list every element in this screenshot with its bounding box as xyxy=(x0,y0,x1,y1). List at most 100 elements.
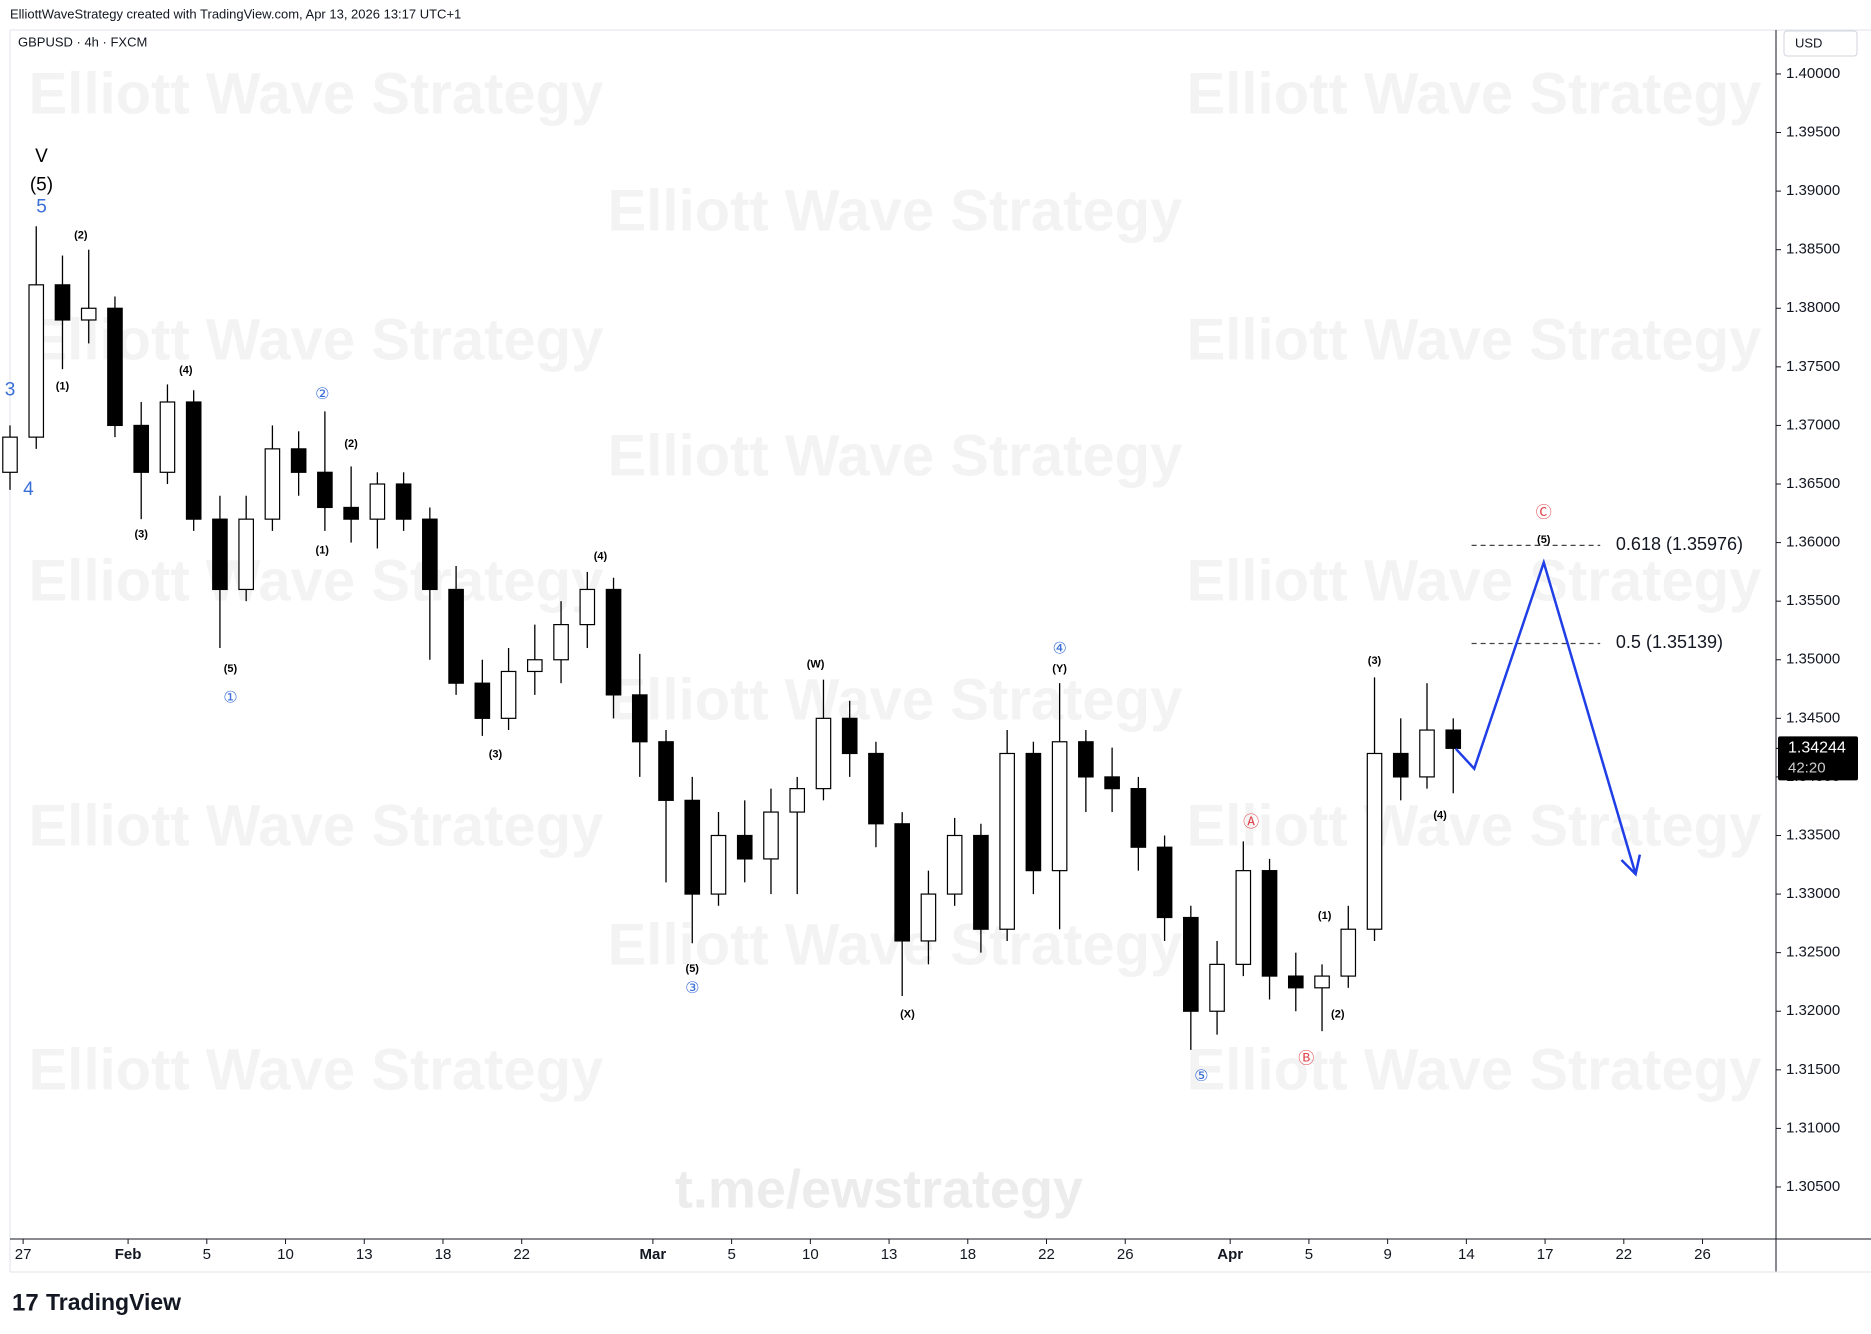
wave-label: 5 xyxy=(36,197,47,218)
x-tick-label: 22 xyxy=(513,1246,530,1263)
wave-label: (1) xyxy=(1318,910,1332,922)
candle-body xyxy=(1366,752,1383,930)
watermark: Elliott Wave Strategy xyxy=(29,793,604,858)
fib-label: 0.5 (1.35139) xyxy=(1616,632,1723,652)
logo-text[interactable]: TradingView xyxy=(46,1289,181,1315)
candle-body xyxy=(789,788,806,813)
watermark: Elliott Wave Strategy xyxy=(29,548,604,613)
y-tick-label: 1.35000 xyxy=(1786,651,1840,668)
y-tick-label: 1.39500 xyxy=(1786,123,1840,140)
x-tick-label: 9 xyxy=(1383,1246,1391,1263)
wave-label: (2) xyxy=(74,230,88,242)
candle-body xyxy=(264,448,281,520)
candle-body xyxy=(841,717,858,755)
candle-body xyxy=(395,483,412,520)
wave-label: (4) xyxy=(179,364,193,376)
candle-body xyxy=(579,588,596,626)
candle-body xyxy=(369,483,386,520)
wave-label: ② xyxy=(315,386,329,403)
candle-body xyxy=(238,518,254,591)
credit: ElliottWaveStrategy created with Trading… xyxy=(10,6,461,21)
candle-body xyxy=(343,506,359,520)
candle-body xyxy=(946,834,963,895)
x-tick-label: 18 xyxy=(435,1246,452,1263)
candle-body xyxy=(894,823,911,942)
logo[interactable]: 17 TradingView xyxy=(12,1289,181,1316)
countdown: 42:20 xyxy=(1788,759,1826,776)
candle-body xyxy=(1235,870,1252,965)
wave-label: (2) xyxy=(344,438,358,450)
currency[interactable]: USD xyxy=(1795,35,1822,50)
logo-mark[interactable]: 17 xyxy=(12,1289,39,1316)
wave-label: (3) xyxy=(1368,655,1382,667)
x-tick-label: 5 xyxy=(1305,1246,1313,1263)
candle-body xyxy=(133,424,150,473)
y-tick-label: 1.39000 xyxy=(1786,182,1840,199)
y-tick-label: 1.36500 xyxy=(1786,475,1840,492)
wave-label: V xyxy=(35,146,48,167)
wave-label: Ⓑ xyxy=(1298,1049,1314,1067)
wave-label: (5) xyxy=(30,174,53,195)
x-tick-label: 13 xyxy=(356,1246,373,1263)
candle-body xyxy=(1078,741,1094,778)
candle-body xyxy=(553,624,569,661)
wave-label: (5) xyxy=(224,663,238,675)
candle-body xyxy=(658,741,674,801)
wave-label: (4) xyxy=(1433,809,1447,821)
y-tick-label: 1.32500 xyxy=(1786,944,1840,961)
y-tick-label: 1.35500 xyxy=(1786,592,1840,609)
candle-body xyxy=(736,834,753,860)
projection-arrowhead xyxy=(1620,854,1642,877)
x-tick-label: Apr xyxy=(1217,1246,1243,1263)
wave-label: (X) xyxy=(900,1009,915,1021)
watermark: Elliott Wave Strategy xyxy=(1187,307,1762,372)
watermark-link: t.me/ewstrategy xyxy=(675,1159,1083,1219)
wave-label: (Y) xyxy=(1052,663,1067,675)
candle-body xyxy=(1209,963,1225,1012)
candle-body xyxy=(290,448,307,473)
y-tick-label: 1.38500 xyxy=(1786,241,1840,258)
watermark: Elliott Wave Strategy xyxy=(608,178,1183,243)
x-tick-label: 10 xyxy=(802,1246,819,1263)
x-tick-label: 13 xyxy=(881,1246,898,1263)
candle-body xyxy=(2,436,18,473)
x-tick-label: 5 xyxy=(203,1246,211,1263)
candle-body xyxy=(80,307,97,321)
y-tick-label: 1.37000 xyxy=(1786,416,1840,433)
fib-label: 0.618 (1.35976) xyxy=(1616,534,1743,554)
wave-label: Ⓐ xyxy=(1243,813,1259,831)
candle-body xyxy=(1183,916,1199,1012)
watermark: Elliott Wave Strategy xyxy=(608,423,1183,488)
candle-body xyxy=(448,588,464,684)
wave-label: (2) xyxy=(1331,1009,1345,1021)
y-tick-label: 1.32000 xyxy=(1786,1002,1840,1019)
candle-body xyxy=(1419,729,1435,778)
candle-body xyxy=(684,799,701,895)
candle-body xyxy=(185,401,202,520)
y-tick-label: 1.37500 xyxy=(1786,358,1840,375)
candle-body xyxy=(763,811,779,860)
wave-label: ③ xyxy=(685,980,699,997)
wave-label: (1) xyxy=(316,545,330,557)
watermark: Elliott Wave Strategy xyxy=(29,61,604,126)
candle-body xyxy=(1156,846,1173,919)
y-tick-label: 1.40000 xyxy=(1786,65,1840,82)
candle-body xyxy=(500,670,517,719)
currency-box[interactable] xyxy=(1783,30,1858,57)
candle-body xyxy=(1392,752,1409,778)
candle-body xyxy=(1104,776,1120,790)
watermark: Elliott Wave Strategy xyxy=(29,307,604,372)
candle-body xyxy=(1287,975,1304,989)
candle-body xyxy=(973,834,989,930)
x-tick-label: 10 xyxy=(277,1246,294,1263)
candle-body xyxy=(1445,729,1462,749)
candle-body xyxy=(54,284,71,321)
wave-label: Ⓒ xyxy=(1536,504,1552,522)
wave-label: (5) xyxy=(1537,534,1551,546)
wave-label: (4) xyxy=(594,551,608,563)
x-tick-label: Feb xyxy=(115,1246,142,1263)
watermark: Elliott Wave Strategy xyxy=(608,667,1183,732)
